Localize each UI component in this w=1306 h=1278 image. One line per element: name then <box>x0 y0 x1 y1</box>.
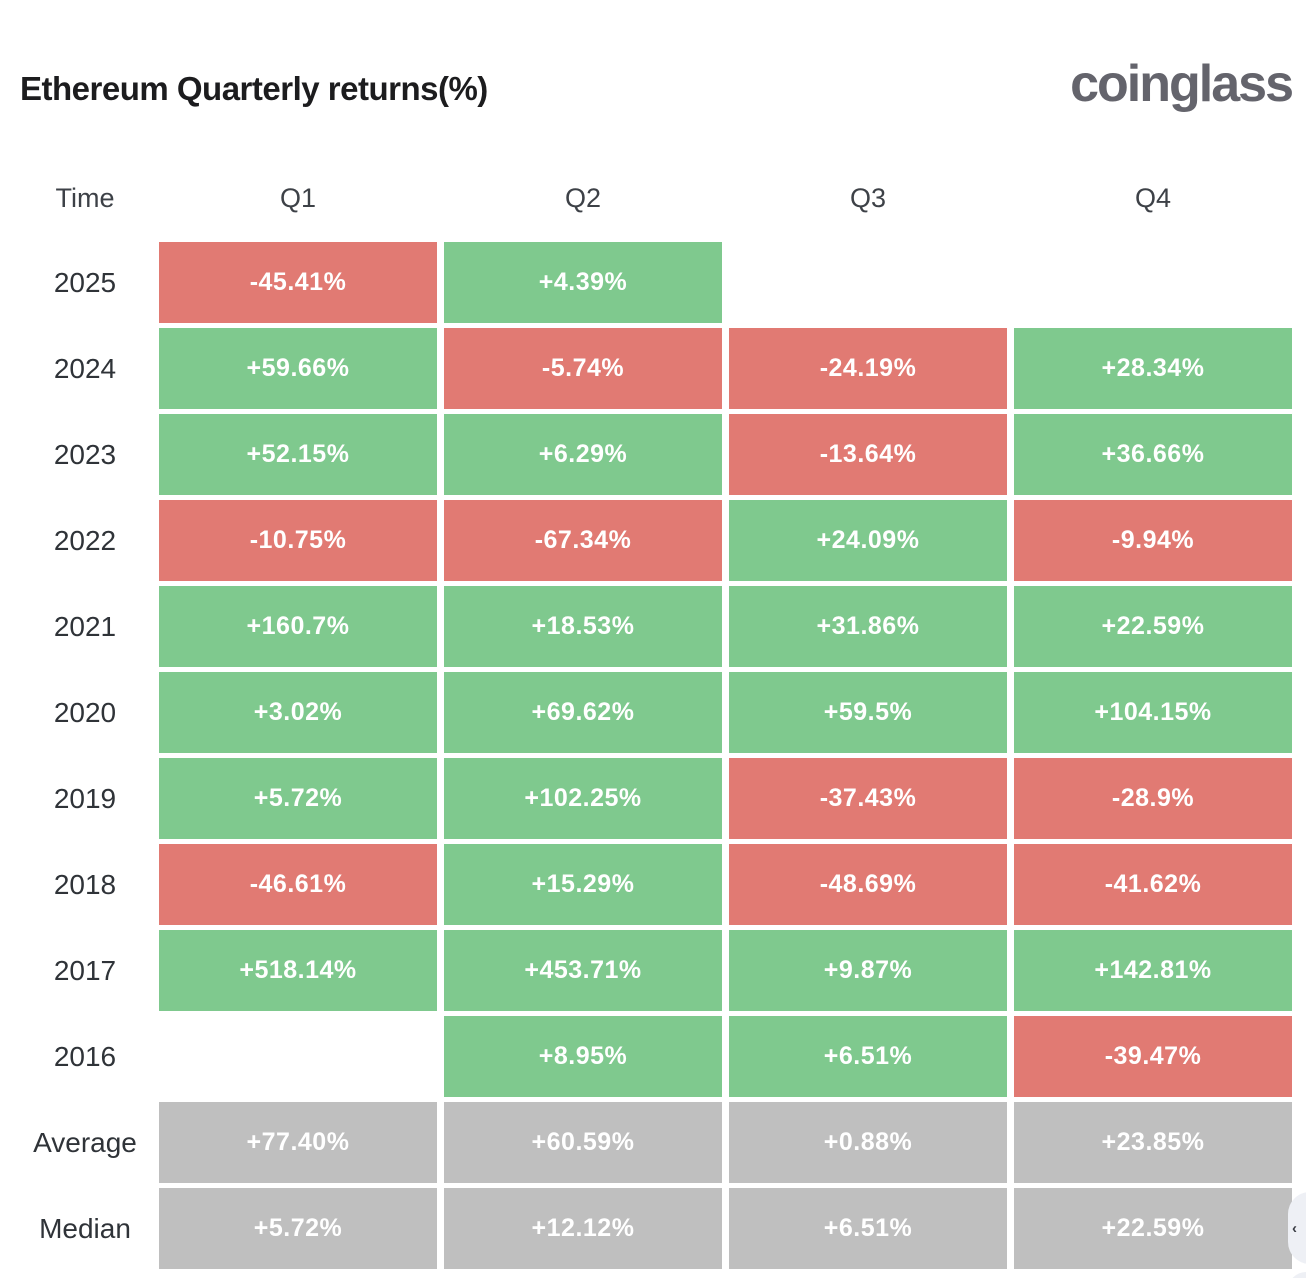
collapse-arrow-icon: ‹ <box>1292 1219 1297 1237</box>
return-cell: -67.34% <box>444 500 722 581</box>
row-label: 2025 <box>53 266 117 298</box>
table-row: 2021 +160.7% +18.53% +31.86% +22.59% <box>0 586 1292 667</box>
return-cell: -5.74% <box>444 328 722 409</box>
column-header-q3: Q3 <box>849 182 887 213</box>
coinglass-logo: coinglass <box>1070 55 1294 113</box>
table-row: 2018 -46.61% +15.29% -48.69% -41.62% <box>0 844 1292 925</box>
return-cell: +36.66% <box>1014 414 1292 495</box>
table-row: 2017 +518.14% +453.71% +9.87% +142.81% <box>0 930 1292 1011</box>
column-header-time: Time <box>55 182 115 213</box>
return-cell: +104.15% <box>1014 672 1292 753</box>
return-cell: +28.34% <box>1014 328 1292 409</box>
return-cell: +160.7% <box>159 586 437 667</box>
return-cell: +15.29% <box>444 844 722 925</box>
table-row: Average +77.40% +60.59% +0.88% +23.85% <box>0 1102 1292 1183</box>
return-cell: +6.51% <box>729 1188 1007 1269</box>
column-header-q1: Q1 <box>279 182 317 213</box>
return-cell: -46.61% <box>159 844 437 925</box>
floating-widget-partial[interactable] <box>1288 1272 1306 1278</box>
return-cell: +5.72% <box>159 758 437 839</box>
return-cell: -37.43% <box>729 758 1007 839</box>
return-cell: +22.59% <box>1014 586 1292 667</box>
return-cell: +22.59% <box>1014 1188 1292 1269</box>
return-cell: -9.94% <box>1014 500 1292 581</box>
return-cell: -10.75% <box>159 500 437 581</box>
return-cell: +8.95% <box>444 1016 722 1097</box>
return-cell: -48.69% <box>729 844 1007 925</box>
return-cell: +0.88% <box>729 1102 1007 1183</box>
table-row: 2019 +5.72% +102.25% -37.43% -28.9% <box>0 758 1292 839</box>
return-cell: +6.51% <box>729 1016 1007 1097</box>
return-cell: -45.41% <box>159 242 437 323</box>
return-cell: +518.14% <box>159 930 437 1011</box>
row-label: 2022 <box>53 524 117 556</box>
return-cell: +60.59% <box>444 1102 722 1183</box>
return-cell: +453.71% <box>444 930 722 1011</box>
row-label: Average <box>33 1126 137 1158</box>
return-cell: +9.87% <box>729 930 1007 1011</box>
table-row: 2023 +52.15% +6.29% -13.64% +36.66% <box>0 414 1292 495</box>
row-label: Median <box>39 1212 131 1244</box>
floating-widget-button[interactable]: ‹ <box>1288 1192 1306 1264</box>
row-label: 2020 <box>53 696 117 728</box>
return-cell: +6.29% <box>444 414 722 495</box>
returns-table-body: 2025 -45.41% +4.39% 2024 +59.66% -5.74% -24.19… <box>0 242 1292 1269</box>
return-cell: -28.9% <box>1014 758 1292 839</box>
return-cell: +59.66% <box>159 328 437 409</box>
return-cell: +23.85% <box>1014 1102 1292 1183</box>
page-title: Ethereum Quarterly returns(%) <box>20 70 488 107</box>
row-label: 2021 <box>53 610 117 642</box>
return-cell: +4.39% <box>444 242 722 323</box>
return-cell: +18.53% <box>444 586 722 667</box>
return-cell: +77.40% <box>159 1102 437 1183</box>
return-cell: +24.09% <box>729 500 1007 581</box>
row-label: 2019 <box>53 782 117 814</box>
row-label: 2016 <box>53 1040 117 1072</box>
table-row: 2022 -10.75% -67.34% +24.09% -9.94% <box>0 500 1292 581</box>
table-row: 2024 +59.66% -5.74% -24.19% +28.34% <box>0 328 1292 409</box>
row-label: 2017 <box>53 954 117 986</box>
return-cell: +5.72% <box>159 1188 437 1269</box>
table-row: 2020 +3.02% +69.62% +59.5% +104.15% <box>0 672 1292 753</box>
column-header-q4: Q4 <box>1134 182 1172 213</box>
row-label: 2018 <box>53 868 117 900</box>
return-cell: +3.02% <box>159 672 437 753</box>
return-cell: -13.64% <box>729 414 1007 495</box>
return-cell: -24.19% <box>729 328 1007 409</box>
returns-table-header: Time Q1 Q2 Q3 Q4 <box>0 181 1292 215</box>
return-cell <box>729 242 1007 323</box>
table-row: 2025 -45.41% +4.39% <box>0 242 1292 323</box>
return-cell <box>1014 242 1292 323</box>
return-cell: +31.86% <box>729 586 1007 667</box>
return-cell: +12.12% <box>444 1188 722 1269</box>
return-cell: -39.47% <box>1014 1016 1292 1097</box>
return-cell: -41.62% <box>1014 844 1292 925</box>
return-cell <box>159 1016 437 1097</box>
return-cell: +142.81% <box>1014 930 1292 1011</box>
return-cell: +69.62% <box>444 672 722 753</box>
table-row: Median +5.72% +12.12% +6.51% +22.59% <box>0 1188 1292 1269</box>
return-cell: +52.15% <box>159 414 437 495</box>
table-row: 2016 +8.95% +6.51% -39.47% <box>0 1016 1292 1097</box>
return-cell: +59.5% <box>729 672 1007 753</box>
row-label: 2023 <box>53 438 117 470</box>
row-label: 2024 <box>53 352 117 384</box>
column-header-q2: Q2 <box>564 182 602 213</box>
return-cell: +102.25% <box>444 758 722 839</box>
